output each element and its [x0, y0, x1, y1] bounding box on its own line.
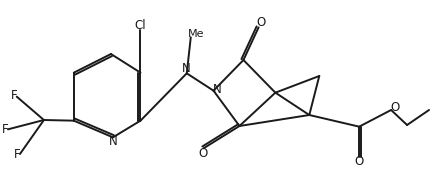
Text: O: O	[354, 155, 363, 168]
Text: F: F	[11, 89, 17, 102]
Text: N: N	[181, 62, 190, 75]
Text: N: N	[213, 83, 221, 96]
Text: F: F	[14, 149, 20, 162]
Text: O: O	[198, 147, 207, 160]
Text: O: O	[255, 16, 265, 29]
Text: Cl: Cl	[134, 18, 146, 31]
Text: O: O	[389, 100, 399, 114]
Text: N: N	[108, 135, 117, 148]
Text: F: F	[2, 123, 8, 136]
Text: Me: Me	[187, 29, 204, 39]
